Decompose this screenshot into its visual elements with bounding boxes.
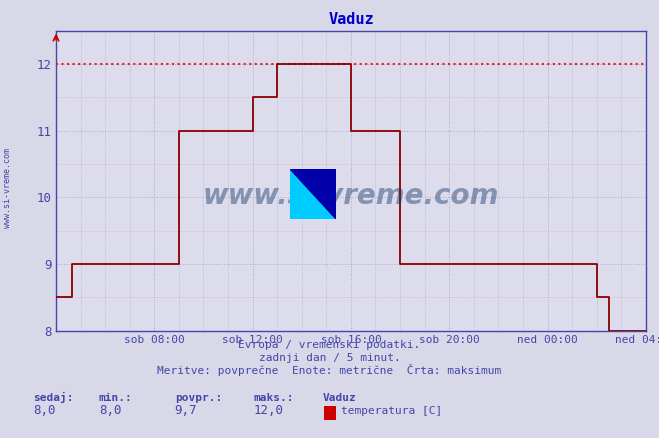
Text: maks.:: maks.: — [254, 393, 294, 403]
Text: min.:: min.: — [99, 393, 132, 403]
Text: 8,0: 8,0 — [33, 404, 55, 417]
Text: temperatura [C]: temperatura [C] — [341, 406, 443, 416]
Text: Meritve: povprečne  Enote: metrične  Črta: maksimum: Meritve: povprečne Enote: metrične Črta:… — [158, 364, 501, 377]
Text: povpr.:: povpr.: — [175, 393, 222, 403]
Text: 9,7: 9,7 — [175, 404, 197, 417]
Polygon shape — [290, 169, 336, 219]
Text: 12,0: 12,0 — [254, 404, 284, 417]
Text: Evropa / vremenski podatki.: Evropa / vremenski podatki. — [239, 340, 420, 350]
Text: zadnji dan / 5 minut.: zadnji dan / 5 minut. — [258, 353, 401, 364]
Title: Vaduz: Vaduz — [328, 12, 374, 27]
Text: Vaduz: Vaduz — [323, 393, 357, 403]
Text: www.si-vreme.com: www.si-vreme.com — [203, 182, 499, 210]
Polygon shape — [290, 169, 336, 219]
Text: 8,0: 8,0 — [99, 404, 121, 417]
Text: sedaj:: sedaj: — [33, 392, 73, 403]
Polygon shape — [290, 169, 336, 219]
Text: www.si-vreme.com: www.si-vreme.com — [3, 148, 13, 228]
